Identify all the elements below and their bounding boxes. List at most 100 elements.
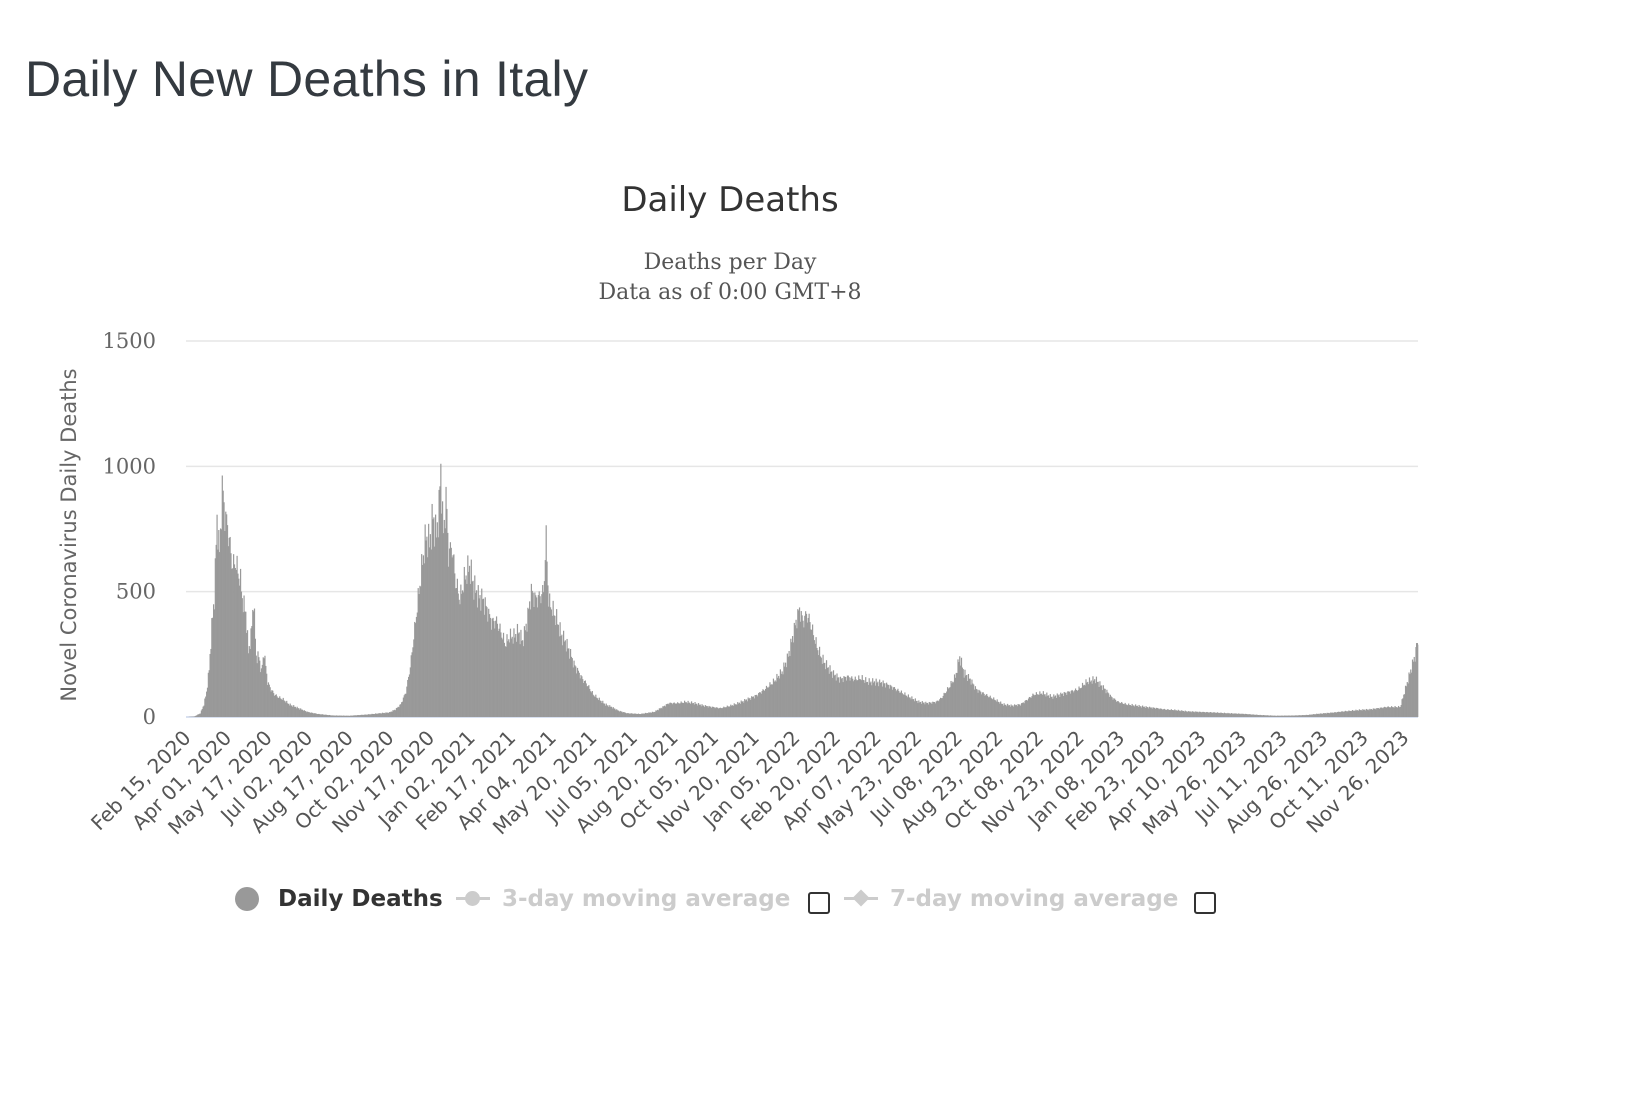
bar [895,691,897,717]
legend-item-daily-deaths[interactable]: Daily Deaths [232,886,443,912]
bar [446,508,448,717]
bar [219,552,221,717]
bar [1000,703,1003,717]
bar [810,629,812,717]
bar [1031,696,1033,717]
legend-item-7-day-moving-average[interactable]: 7-day moving average [844,886,1178,912]
bar [512,643,514,717]
bar [836,673,838,717]
bar [1066,694,1068,717]
bar [992,699,994,717]
bar [255,655,257,717]
bar [228,537,230,717]
bar [1126,704,1128,717]
bar [682,702,684,717]
bar [636,713,638,717]
bar [291,705,293,717]
bar [473,599,475,717]
bar [1350,710,1352,717]
bar [976,689,978,717]
bar [254,638,256,717]
bar [711,706,714,717]
bar [1013,706,1015,717]
bar [719,707,721,717]
bar [1122,704,1125,717]
bar [701,704,703,717]
bar [1109,694,1111,717]
bar [573,660,575,717]
bar [249,649,251,717]
bar [1255,714,1257,717]
bar [1008,705,1010,717]
bar [664,705,666,717]
bar [321,714,324,717]
bar [463,566,465,717]
bar [1074,688,1077,717]
bar [193,716,196,717]
bar [225,511,227,717]
bar [1070,690,1072,717]
bar [952,681,954,717]
bar [637,713,640,717]
bar [1295,715,1297,717]
bar [513,628,515,717]
bar [1307,714,1309,717]
bar [764,690,766,717]
chart-title: Daily Deaths [621,180,839,220]
bar [1276,715,1279,717]
bar [203,705,205,717]
bar [1146,707,1148,717]
bar [1320,713,1322,717]
bar [1084,685,1086,717]
bar [1379,707,1381,717]
bar [748,698,750,717]
bar [545,525,547,717]
bar [796,628,798,717]
bar [655,710,657,717]
bar [963,677,965,717]
bar [557,624,559,717]
bar [958,662,960,717]
checkbox-3-day-moving-average[interactable] [808,892,830,914]
bar [978,689,980,717]
bar [563,641,566,717]
bar [1162,709,1165,717]
bar [590,692,593,717]
bar [301,709,303,717]
bar [369,714,371,717]
bar [537,595,539,717]
bar [855,679,857,717]
bar [1108,693,1110,717]
bar [602,700,604,717]
bar [675,703,677,717]
bar [960,665,962,717]
chart-subtitle: Deaths per Day Data as of 0:00 GMT+8 [0,248,1460,308]
bar [1323,713,1325,717]
bar [325,714,327,717]
bar [1308,714,1310,717]
bar [1267,715,1269,717]
bar [1104,688,1106,717]
bar [915,700,917,717]
bar [342,715,344,717]
bar [1316,713,1318,717]
bar [769,682,771,717]
bar [1052,698,1054,717]
bar [1401,699,1403,717]
bar [693,704,695,717]
bar [878,686,880,717]
bar [928,701,930,717]
bar [649,712,651,717]
bar [269,687,271,717]
bar [786,653,788,717]
legend-item-3-day-moving-average[interactable]: 3-day moving average [456,886,790,912]
bar [1113,698,1115,717]
bar [1058,694,1060,717]
bar [846,675,849,717]
bar [972,683,974,717]
bar [865,682,868,717]
bar [690,703,692,717]
bar [1322,713,1324,717]
checkbox-7-day-moving-average[interactable] [1194,892,1216,914]
